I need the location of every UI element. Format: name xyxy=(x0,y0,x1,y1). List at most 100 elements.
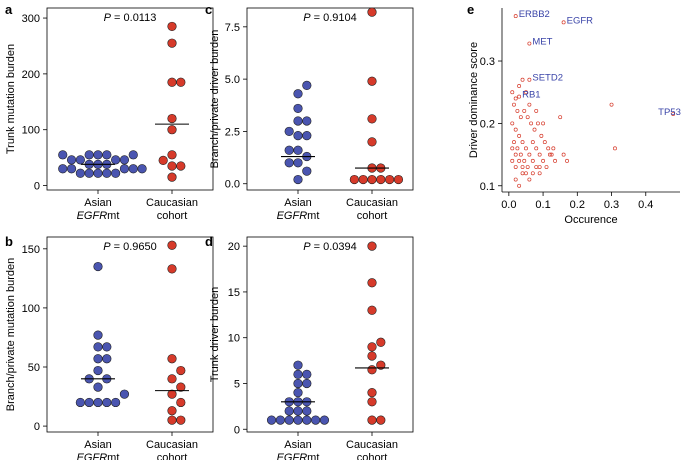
y-tick-label: 300 xyxy=(22,13,40,25)
data-point xyxy=(284,126,294,137)
data-point xyxy=(542,140,547,145)
p-value-number: = 0.9104 xyxy=(311,12,357,24)
x-tick-label: cohort xyxy=(357,452,388,460)
panel-letter: c xyxy=(205,2,212,17)
data-point xyxy=(293,360,303,370)
y-tick-label: 200 xyxy=(22,69,40,81)
data-point xyxy=(128,164,138,174)
x-tick-label: EGFRmt xyxy=(277,452,320,460)
x-tick-label-part: mt xyxy=(307,452,319,460)
data-point xyxy=(302,378,312,389)
panel-b: b 0 50 100 150 Branch/private mutation burden… xyxy=(5,234,214,460)
x-tick-label: 0.2 xyxy=(570,199,585,211)
y-axis-label: Trunk driver burden xyxy=(209,287,221,383)
x-tick-label: Asian xyxy=(284,439,312,451)
data-point xyxy=(367,397,377,407)
panel-d: d 0 5 10 15 20 Trunk driver burden P = 0.0394 As… xyxy=(205,234,414,460)
data-point xyxy=(517,158,522,163)
data-point xyxy=(367,415,377,425)
data-point xyxy=(537,171,542,176)
data-point xyxy=(167,21,177,32)
data-point xyxy=(167,240,177,250)
data-point xyxy=(102,342,112,352)
data-point xyxy=(522,108,527,113)
data-point xyxy=(284,145,294,155)
labeled-data-point xyxy=(527,77,532,82)
x-tick-label: cohort xyxy=(157,452,188,460)
data-point xyxy=(93,168,103,178)
data-point xyxy=(561,152,566,157)
p-value: P = 0.9104 xyxy=(303,12,357,24)
panel-e: e 0.0 0.1 0.2 0.3 0.4 0.1 0.2 0.3 Occurence Driver… xyxy=(467,2,681,226)
data-point xyxy=(58,164,68,174)
p-value-number: = 0.9650 xyxy=(111,241,157,253)
data-point xyxy=(93,382,103,392)
y-tick-label: 100 xyxy=(22,125,40,137)
x-tick-label: Caucasian xyxy=(346,439,398,451)
data-point xyxy=(512,140,516,145)
data-point xyxy=(518,152,523,157)
data-point xyxy=(167,38,177,48)
data-point xyxy=(515,108,520,113)
data-point xyxy=(302,415,312,425)
gene-label: ERBB2 xyxy=(519,9,550,20)
data-point xyxy=(544,165,549,170)
data-point xyxy=(524,146,528,151)
data-point xyxy=(530,171,535,176)
data-point xyxy=(546,146,551,151)
data-point xyxy=(367,114,377,124)
x-tick-label: 0.1 xyxy=(535,199,550,211)
y-tick-label: 10 xyxy=(228,333,240,345)
data-point xyxy=(525,115,530,120)
y-tick-label: 0.0 xyxy=(225,179,240,191)
data-point xyxy=(266,415,277,425)
p-letter: P xyxy=(103,241,111,253)
data-point xyxy=(75,397,85,408)
data-point xyxy=(517,84,522,88)
data-point xyxy=(613,146,617,151)
data-point xyxy=(284,158,294,168)
data-point xyxy=(549,152,554,157)
data-point xyxy=(167,113,177,124)
data-point xyxy=(66,164,77,174)
y-tick-label: 0 xyxy=(34,421,40,433)
data-point xyxy=(510,146,515,151)
data-point xyxy=(393,174,404,185)
data-point xyxy=(358,174,368,185)
data-point xyxy=(128,150,138,160)
x-tick-label: Asian xyxy=(84,439,112,451)
x-tick-label-part: mt xyxy=(107,452,119,460)
data-point xyxy=(319,415,330,425)
data-point xyxy=(158,155,168,166)
y-tick-label: 15 xyxy=(228,287,240,299)
labeled-data-point xyxy=(671,112,676,116)
data-point xyxy=(532,127,537,132)
labeled-data-point xyxy=(517,94,522,99)
data-point xyxy=(367,76,377,86)
data-point xyxy=(513,177,518,182)
data-point xyxy=(293,388,303,398)
x-tick-label: EGFRmt xyxy=(77,210,120,222)
data-point xyxy=(293,406,303,416)
p-letter: P xyxy=(104,12,112,24)
y-axis-label: Branch/private driver burden xyxy=(209,30,221,169)
data-point xyxy=(553,158,558,163)
data-point xyxy=(367,174,377,185)
x-tick-label-part: cohort xyxy=(357,452,388,460)
data-point xyxy=(167,161,177,171)
data-point xyxy=(293,369,303,379)
data-point xyxy=(517,183,522,188)
data-point xyxy=(58,150,68,160)
data-point xyxy=(527,177,532,182)
data-point xyxy=(93,261,103,272)
data-point xyxy=(293,158,303,168)
data-point xyxy=(284,415,294,425)
data-point xyxy=(376,415,386,425)
data-point xyxy=(84,168,94,178)
data-point xyxy=(167,389,177,399)
data-point xyxy=(534,165,539,170)
plot-frame xyxy=(246,7,414,191)
data-point xyxy=(176,161,186,171)
data-point xyxy=(520,140,525,145)
x-tick-label: Caucasian xyxy=(146,439,198,451)
